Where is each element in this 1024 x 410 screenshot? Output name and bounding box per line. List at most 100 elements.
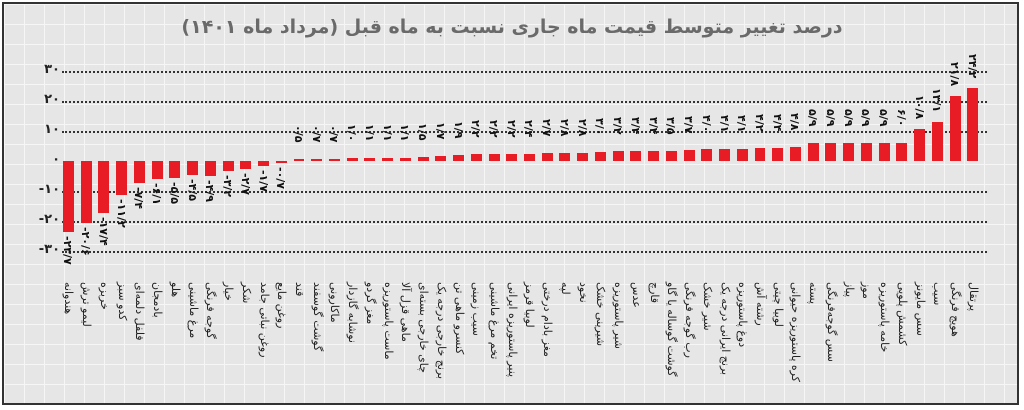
value-label: ۴/۲ — [752, 114, 766, 132]
bar — [789, 146, 801, 161]
bar — [417, 156, 429, 161]
bar — [382, 157, 394, 161]
value-label: -۲۰/۶ — [79, 226, 93, 256]
value-label: ۱۰/۸ — [912, 94, 926, 119]
bar — [683, 149, 695, 161]
category-label: سیب زمینی — [470, 282, 484, 336]
bar — [435, 155, 447, 161]
value-label: ۳/۵ — [664, 116, 678, 134]
category-label: گوجه فرنگی — [204, 282, 218, 339]
category-label: تخم مرغ ماشینی — [488, 282, 502, 360]
bar — [594, 152, 606, 161]
category-label: ماست پاستوریزه — [381, 282, 395, 360]
category-label: برنج خارجی درجه یک — [434, 282, 448, 380]
category-label: شیر پاستوریزه — [612, 282, 626, 349]
value-label: ۰/۷ — [309, 124, 323, 143]
category-label: سیب — [931, 282, 945, 306]
bar — [630, 150, 642, 161]
value-label: ۳/۴ — [628, 116, 642, 135]
bar — [240, 161, 252, 170]
value-label: -۱/۷ — [256, 170, 270, 193]
bar — [648, 150, 660, 161]
bar — [98, 161, 110, 214]
value-label: ۲/۸ — [557, 118, 571, 137]
bar — [187, 161, 199, 175]
category-label: لپه — [558, 282, 572, 295]
bar — [701, 149, 713, 161]
value-label: ۵/۹ — [877, 109, 891, 127]
category-label: برنج ایرانی درجه یک — [718, 282, 732, 376]
value-label: ۱/۹ — [451, 121, 465, 139]
value-label: ۰/۵ — [291, 125, 305, 143]
bar — [169, 161, 181, 178]
value-label: ۵/۹ — [859, 109, 873, 127]
bar — [311, 158, 323, 161]
bar — [541, 152, 553, 161]
category-label: سس گوجه‌فرنگی — [824, 282, 838, 362]
bar — [860, 143, 872, 161]
category-label: گوشت گوسفند — [310, 282, 324, 352]
y-tick-label: ۲۰ — [44, 92, 60, 107]
y-tick-label: -۱۰ — [38, 182, 60, 197]
value-label: ۱/۱ — [398, 123, 412, 142]
bar — [116, 161, 128, 195]
category-label: شکر — [239, 282, 253, 304]
value-label: -۱۱/۲ — [114, 198, 128, 228]
bar — [524, 153, 535, 161]
chart-title: درصد تغییر متوسط قیمت ماه جاری نسبت به م… — [181, 16, 843, 38]
bar — [470, 154, 482, 161]
category-label: مغز بادام درختی — [541, 282, 555, 357]
category-label: کدو سبز — [115, 282, 129, 321]
value-label: ۲/۲ — [504, 120, 518, 138]
value-label: -۲۳/۷ — [61, 236, 75, 265]
value-label: ۲/۲ — [469, 120, 483, 138]
category-label: هلو — [168, 282, 182, 298]
category-label: دوغ پاستوریزه — [736, 282, 750, 348]
value-label: ۵/۹ — [841, 109, 855, 127]
value-label: ۲/۷ — [540, 118, 554, 137]
bar — [719, 148, 731, 161]
category-label: هندوانه — [62, 282, 76, 315]
category-label: خربزه — [97, 282, 111, 310]
value-label: ۳/۴ — [646, 116, 660, 135]
bar — [275, 161, 287, 164]
bar — [506, 154, 518, 161]
category-label: کشمش پلویی — [895, 282, 909, 346]
category-label: نوشابه گازدار — [346, 282, 360, 343]
category-label: ماکارونی — [328, 282, 342, 323]
category-label: شیرینی خشک — [594, 282, 608, 347]
bar — [825, 143, 837, 161]
category-label: موز — [860, 282, 874, 299]
value-label: ۰/۷ — [327, 124, 341, 143]
bar — [612, 151, 624, 161]
category-label: پیاز — [842, 282, 856, 298]
category-label: گوشت گوساله یا گاو — [665, 282, 679, 377]
value-label: ۱۳/۱ — [930, 87, 944, 112]
bar — [665, 150, 677, 161]
category-label: کره پاستوریزه حیوانی — [789, 282, 803, 382]
y-tick-label: ۱۰ — [44, 122, 60, 137]
category-label: فلفل دلمه‌ای — [133, 282, 147, 341]
value-label: ۲/۲ — [487, 120, 501, 138]
category-label: لوبیا چیتی — [771, 282, 785, 327]
bar — [80, 161, 92, 223]
category-label: هویج فرنگی — [949, 282, 963, 337]
gridline — [62, 251, 987, 253]
gridline — [62, 131, 987, 133]
bar — [967, 88, 979, 161]
category-label: خیار — [222, 282, 236, 301]
gridline — [62, 191, 987, 193]
bar — [754, 148, 766, 161]
bar — [577, 152, 589, 161]
value-label: ۱/۵ — [416, 122, 430, 140]
bar — [949, 95, 961, 161]
value-label: ۲/۴ — [522, 119, 536, 138]
value-label: -۲/۷ — [238, 173, 252, 196]
category-label: بادمجان — [151, 282, 165, 318]
value-label: -۷/۴ — [132, 187, 146, 210]
bar — [896, 143, 908, 161]
bar — [488, 154, 500, 161]
value-label: ۴/۸ — [788, 112, 802, 131]
category-label: روغن مایع — [275, 282, 289, 329]
bar — [399, 157, 411, 161]
